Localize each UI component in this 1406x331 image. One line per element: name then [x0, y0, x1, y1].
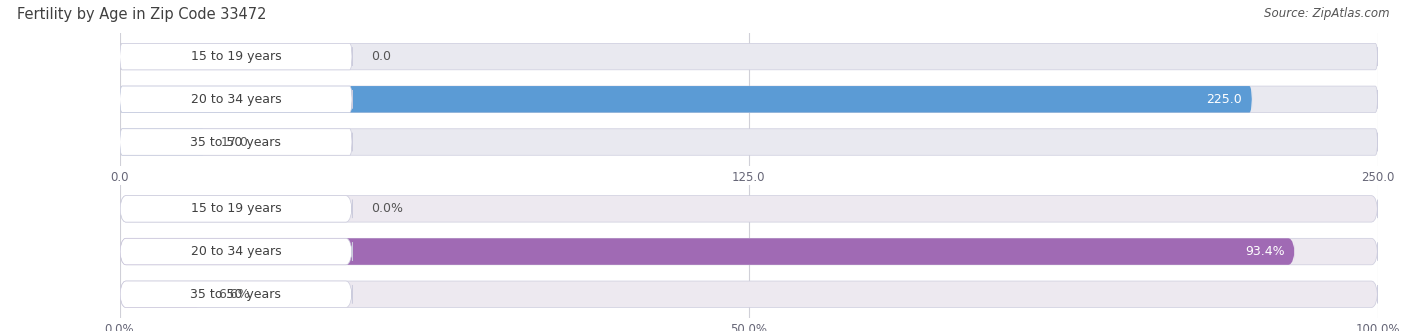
Text: Source: ZipAtlas.com: Source: ZipAtlas.com	[1264, 7, 1389, 20]
Text: 225.0: 225.0	[1206, 93, 1241, 106]
Text: 15 to 19 years: 15 to 19 years	[191, 202, 281, 215]
FancyBboxPatch shape	[120, 196, 353, 222]
FancyBboxPatch shape	[120, 238, 1378, 265]
FancyBboxPatch shape	[120, 281, 1378, 307]
Text: 35 to 50 years: 35 to 50 years	[190, 288, 281, 301]
FancyBboxPatch shape	[120, 196, 1378, 222]
FancyBboxPatch shape	[120, 238, 1295, 265]
FancyBboxPatch shape	[120, 43, 353, 70]
Text: 17.0: 17.0	[221, 135, 247, 149]
FancyBboxPatch shape	[120, 281, 202, 307]
FancyBboxPatch shape	[120, 86, 353, 113]
FancyBboxPatch shape	[120, 86, 1378, 113]
Text: 15 to 19 years: 15 to 19 years	[191, 50, 281, 63]
Text: 20 to 34 years: 20 to 34 years	[191, 245, 281, 258]
Text: 35 to 50 years: 35 to 50 years	[190, 135, 281, 149]
FancyBboxPatch shape	[120, 43, 1378, 70]
Text: Fertility by Age in Zip Code 33472: Fertility by Age in Zip Code 33472	[17, 7, 266, 22]
FancyBboxPatch shape	[120, 129, 353, 155]
Text: 20 to 34 years: 20 to 34 years	[191, 93, 281, 106]
FancyBboxPatch shape	[120, 129, 1378, 155]
Text: 6.6%: 6.6%	[218, 288, 249, 301]
Text: 0.0: 0.0	[371, 50, 391, 63]
Text: 93.4%: 93.4%	[1246, 245, 1285, 258]
Text: 0.0%: 0.0%	[371, 202, 404, 215]
FancyBboxPatch shape	[120, 281, 353, 307]
FancyBboxPatch shape	[120, 86, 1251, 113]
FancyBboxPatch shape	[120, 238, 353, 265]
FancyBboxPatch shape	[120, 129, 205, 155]
